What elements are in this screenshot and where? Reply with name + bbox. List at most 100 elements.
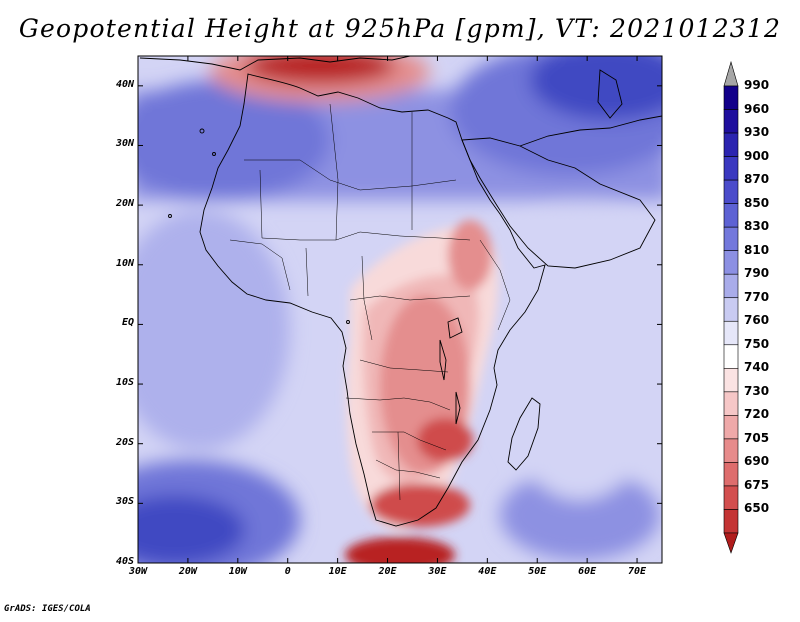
africa-coast xyxy=(199,73,546,527)
lon-label: 60E xyxy=(578,566,597,577)
border xyxy=(329,103,339,241)
colorbar-label: 690 xyxy=(744,454,770,469)
colorbar-band xyxy=(723,368,739,393)
colorbar-top-arrow xyxy=(723,60,739,87)
colorbar-label: 740 xyxy=(744,360,770,375)
border xyxy=(259,169,361,241)
colorbar-band xyxy=(723,462,739,487)
lake-malawi xyxy=(455,391,461,425)
colorbar-band xyxy=(723,320,739,346)
island xyxy=(212,152,216,156)
mozambique-low xyxy=(417,418,473,462)
height-field xyxy=(138,56,662,563)
border xyxy=(229,239,291,291)
border xyxy=(361,255,373,341)
colorbar-label: 760 xyxy=(744,313,770,328)
border xyxy=(397,431,401,501)
lat-label: 20N xyxy=(115,198,134,210)
asia-deep-high xyxy=(530,56,662,120)
coastlines xyxy=(139,56,662,527)
colorbar-band xyxy=(723,179,739,204)
lon-label: 70E xyxy=(628,566,647,577)
caspian-coast xyxy=(597,69,623,119)
island xyxy=(346,320,350,324)
arabia-coast xyxy=(461,137,656,269)
lon-label: 20W xyxy=(178,566,197,577)
colorbar-label: 960 xyxy=(744,101,770,116)
lat-label: 30N xyxy=(115,138,134,150)
europe-coast xyxy=(139,56,411,71)
colorbar-label: 870 xyxy=(744,172,770,187)
colorbar-band xyxy=(723,273,739,299)
lon-label: 30W xyxy=(128,566,148,577)
lat-label: 40N xyxy=(115,78,134,90)
asia-coast xyxy=(519,115,662,147)
lake-tanganyika xyxy=(439,339,447,381)
lat-label: 40S xyxy=(115,556,134,567)
border xyxy=(345,397,451,411)
lon-label: 0 xyxy=(284,566,291,577)
colorbar-band xyxy=(723,415,739,440)
chart-title: Geopotential Height at 925hPa [gpm], VT:… xyxy=(18,14,782,43)
island xyxy=(199,128,205,134)
lat-label: 10N xyxy=(115,257,134,269)
border xyxy=(479,239,511,331)
colorbar-label: 770 xyxy=(744,289,770,304)
colorbar-label: 990 xyxy=(744,78,770,92)
axis-ticks xyxy=(137,56,662,564)
southern-ocean-low xyxy=(345,537,455,563)
colorbar-band xyxy=(723,109,739,134)
colorbar-label: 650 xyxy=(744,501,770,516)
lon-label: 50E xyxy=(528,566,547,577)
lon-label: 10W xyxy=(228,566,247,577)
colorbar-bottom-arrow xyxy=(723,532,739,554)
lat-label: 30S xyxy=(115,496,134,508)
colorbar-band xyxy=(723,203,739,228)
colorbar-band xyxy=(723,509,739,534)
lat-label: 10S xyxy=(115,377,134,389)
borders xyxy=(229,103,511,501)
colorbar-band xyxy=(723,297,739,322)
ethiopia-low xyxy=(448,220,492,290)
madagascar-coast xyxy=(507,397,541,471)
colorbar-label: 810 xyxy=(744,242,770,257)
colorbar-label: 705 xyxy=(744,430,770,445)
lake-victoria xyxy=(447,317,463,339)
credit-text: GrADS: IGES/COLA xyxy=(4,604,91,614)
colorbar-band xyxy=(723,250,739,275)
lon-label: 10E xyxy=(328,566,347,577)
colorbar-label: 930 xyxy=(744,125,770,140)
border xyxy=(244,159,457,191)
colorbar-label: 750 xyxy=(744,336,770,351)
colorbar-band xyxy=(723,485,739,510)
south-atlantic-high-core xyxy=(138,495,245,563)
atlantic-north-high xyxy=(138,80,330,200)
colorbar-band xyxy=(723,438,739,463)
colorbar-label: 790 xyxy=(744,266,770,281)
indian-ocean-tropical xyxy=(490,200,662,500)
colorbar-label: 730 xyxy=(744,383,770,398)
lon-label: 30E xyxy=(428,566,447,577)
colorbar-label: 900 xyxy=(744,148,770,163)
indian-ocean-high xyxy=(500,470,660,560)
atlantic-tropical xyxy=(138,210,290,450)
colorbar-band xyxy=(723,226,739,251)
island xyxy=(168,214,172,218)
border xyxy=(375,459,441,479)
border xyxy=(359,231,471,241)
colorbar-label: 830 xyxy=(744,219,770,234)
border xyxy=(359,359,449,373)
lon-label: 40E xyxy=(478,566,497,577)
lon-label: 20E xyxy=(378,566,397,577)
colorbar-band xyxy=(723,156,739,181)
lat-label: 20S xyxy=(115,436,134,448)
lat-label: EQ xyxy=(121,317,134,329)
border xyxy=(305,247,309,297)
colorbar-label: 675 xyxy=(744,477,770,492)
mediterranean-low-core xyxy=(245,56,395,84)
map-frame xyxy=(137,55,663,564)
colorbar-band xyxy=(723,132,739,157)
cape-low xyxy=(370,483,470,527)
